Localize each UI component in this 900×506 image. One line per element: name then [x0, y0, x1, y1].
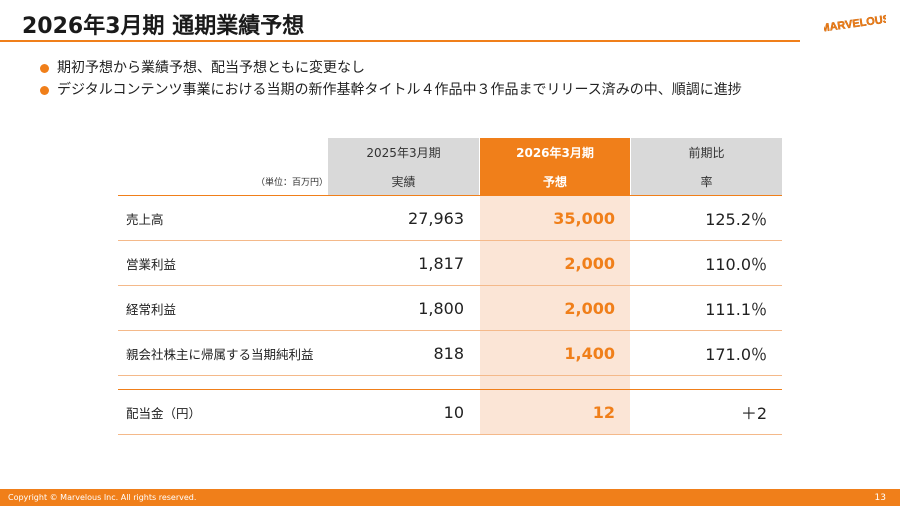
- bullet-item: デジタルコンテンツ事業における当期の新作基幹タイトル４作品中３作品までリリース済…: [40, 79, 742, 101]
- row-label: 営業利益: [126, 256, 177, 272]
- actual-value: 27,963: [408, 208, 464, 228]
- row-label: 親会社株主に帰属する当期純利益: [126, 346, 314, 362]
- col-subheader-ratio: 率: [631, 167, 782, 196]
- dividend-top-rule: [118, 389, 782, 390]
- ratio-value: 110.0％: [705, 255, 767, 274]
- forecast-value: 35,000: [553, 208, 615, 228]
- page-number: 13: [874, 492, 886, 503]
- table-spacer: [118, 376, 782, 390]
- row-label: 経常利益: [126, 301, 177, 317]
- forecast-table: 2025年3月期 2026年3月期 前期比 （単位：百万円） 実績 予想 率 売…: [118, 138, 782, 435]
- page-title: 2026年3月期 通期業績予想: [22, 14, 305, 39]
- ratio-value: ＋2: [740, 404, 767, 423]
- table-row-dividend: 配当金（円） 10 12 ＋2: [118, 390, 782, 435]
- forecast-value: 2,000: [564, 253, 615, 273]
- table-row: 親会社株主に帰属する当期純利益 818 1,400 171.0％: [118, 331, 782, 376]
- actual-value: 10: [443, 402, 464, 422]
- header-divider: [118, 195, 782, 196]
- unit-label: （単位：百万円）: [255, 178, 328, 188]
- bullet-item: 期初予想から業績予想、配当予想ともに変更なし: [40, 57, 742, 79]
- forecast-cell-bg: [480, 376, 630, 390]
- title-underline: [0, 40, 800, 42]
- marvelous-logo: MARVELOUS: [824, 13, 886, 35]
- ratio-value: 171.0％: [705, 345, 767, 364]
- table-header-row-period: 2025年3月期 2026年3月期 前期比: [118, 138, 782, 167]
- row-label: 配当金（円）: [126, 405, 202, 421]
- table-row: 売上高 27,963 35,000 125.2％: [118, 196, 782, 241]
- forecast-cell-bg: [480, 331, 630, 375]
- forecast-cell-bg: [480, 241, 630, 285]
- bullet-dot-icon: [40, 85, 49, 95]
- svg-text:MARVELOUS: MARVELOUS: [824, 13, 886, 35]
- col-header-prev-period: 2025年3月期: [328, 138, 479, 167]
- forecast-value: 12: [592, 402, 615, 422]
- ratio-value: 111.1％: [705, 300, 767, 319]
- bullet-text: デジタルコンテンツ事業における当期の新作基幹タイトル４作品中３作品までリリース済…: [57, 82, 742, 98]
- col-header-yoy: 前期比: [631, 138, 782, 167]
- forecast-cell-bg: [480, 196, 630, 240]
- actual-value: 818: [433, 343, 464, 363]
- row-label: 売上高: [126, 211, 164, 227]
- summary-bullets: 期初予想から業績予想、配当予想ともに変更なし デジタルコンテンツ事業における当期…: [40, 57, 742, 101]
- footer-bar: Copyright © Marvelous Inc. All rights re…: [0, 489, 900, 506]
- col-header-forecast-period: 2026年3月期: [480, 138, 630, 167]
- forecast-cell-bg: [480, 286, 630, 330]
- copyright-text: Copyright © Marvelous Inc. All rights re…: [8, 493, 197, 502]
- bullet-text: 期初予想から業績予想、配当予想ともに変更なし: [57, 60, 365, 76]
- table-row: 経常利益 1,800 2,000 111.1％: [118, 286, 782, 331]
- table-header-row-sub: （単位：百万円） 実績 予想 率: [118, 167, 782, 196]
- col-subheader-actual: 実績: [328, 167, 479, 196]
- bullet-dot-icon: [40, 63, 49, 73]
- col-subheader-forecast: 予想: [480, 167, 630, 196]
- table-row: 営業利益 1,817 2,000 110.0％: [118, 241, 782, 286]
- actual-value: 1,800: [418, 298, 464, 318]
- forecast-cell-bg: [480, 390, 630, 434]
- ratio-value: 125.2％: [705, 210, 767, 229]
- actual-value: 1,817: [418, 253, 464, 273]
- forecast-value: 1,400: [564, 343, 615, 363]
- forecast-value: 2,000: [564, 298, 615, 318]
